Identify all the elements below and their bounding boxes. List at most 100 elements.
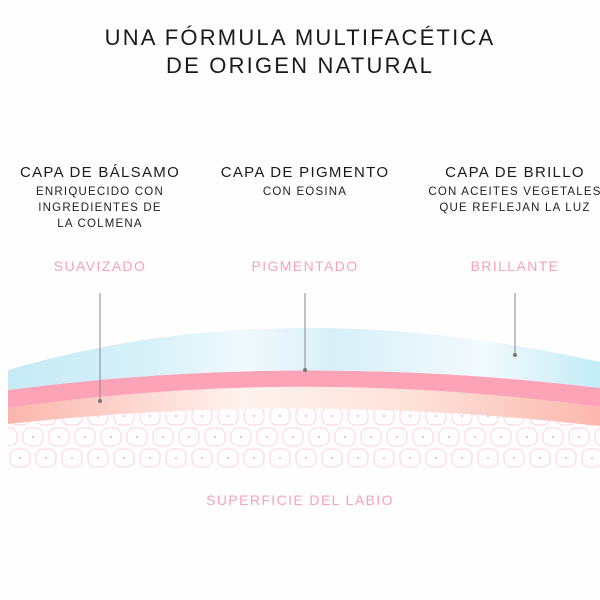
lip-cell — [178, 427, 200, 447]
lip-cell — [399, 448, 421, 468]
lip-cell-nucleus — [19, 457, 21, 459]
lip-cell-nucleus — [149, 415, 151, 417]
lip-cell-nucleus — [292, 436, 294, 438]
lip-cell — [48, 427, 70, 447]
lip-cell — [139, 448, 161, 468]
lip-cell — [126, 427, 148, 447]
lip-cell-nucleus — [6, 436, 8, 438]
lip-cell-nucleus — [305, 457, 307, 459]
pigment-layer — [8, 370, 600, 408]
lip-cell — [74, 427, 96, 447]
lip-cell-nucleus — [331, 415, 333, 417]
lip-cell — [477, 448, 499, 468]
lip-cell — [0, 407, 4, 425]
lip-cell-nucleus — [344, 436, 346, 438]
lip-cell-nucleus — [539, 457, 541, 459]
balm-callout-dot — [98, 399, 102, 403]
page-title: UNA FÓRMULA MULTIFACÉTICA DE ORIGEN NATU… — [0, 24, 600, 80]
lip-cell — [204, 427, 226, 447]
lip-cell-nucleus — [357, 415, 359, 417]
lip-cell-nucleus — [461, 457, 463, 459]
lip-cell-nucleus — [136, 436, 138, 438]
lip-cell — [373, 448, 395, 468]
lip-cell-nucleus — [279, 457, 281, 459]
lip-cell-nucleus — [201, 415, 203, 417]
lip-cell-nucleus — [188, 436, 190, 438]
lip-cell-nucleus — [84, 436, 86, 438]
pigment-layer-name: CAPA DE PIGMENTO — [220, 164, 390, 181]
lip-surface-label: SUPERFICIE DEL LABIO — [206, 492, 394, 508]
callout-lines — [99, 293, 516, 400]
gloss-callout-dot — [513, 353, 517, 357]
balm-layer-label: CAPA DE BÁLSAMO ENRIQUECIDO CON INGREDIE… — [0, 164, 200, 232]
lip-cell-nucleus — [266, 436, 268, 438]
lip-cell — [542, 427, 564, 447]
lip-cell — [165, 448, 187, 468]
lip-cell-nucleus — [162, 436, 164, 438]
lip-cells — [0, 406, 600, 468]
lip-cell-nucleus — [240, 436, 242, 438]
lip-cell — [0, 449, 4, 467]
lip-cell-nucleus — [175, 415, 177, 417]
lip-cell-nucleus — [357, 457, 359, 459]
effect-shiny: BRILLANTE — [470, 258, 560, 274]
lip-cell — [191, 448, 213, 468]
lip-cell-nucleus — [201, 457, 203, 459]
lip-cell — [113, 448, 135, 468]
lip-cell-nucleus — [227, 415, 229, 417]
lip-cell — [321, 448, 343, 468]
lip-cell-nucleus — [435, 457, 437, 459]
lip-cell — [295, 448, 317, 468]
balm-layer-description: ENRIQUECIDO CON INGREDIENTES DE LA COLME… — [36, 186, 164, 230]
pigment-callout-dot — [303, 368, 307, 372]
gloss-layer-label: CAPA DE BRILLO CON ACEITES VEGETALES QUE… — [415, 164, 600, 216]
lip-cell-nucleus — [500, 436, 502, 438]
lip-cell-nucleus — [45, 457, 47, 459]
lip-cell-nucleus — [331, 457, 333, 459]
lip-cell-nucleus — [110, 436, 112, 438]
gloss-layer-description: CON ACEITES VEGETALES QUE REFLEJAN LA LU… — [428, 186, 600, 214]
lip-cell — [386, 427, 408, 447]
pigment-layer-description: CON EOSINA — [262, 186, 348, 198]
lip-cell — [594, 427, 600, 447]
lip-cell-nucleus — [253, 415, 255, 417]
lip-cell — [8, 427, 18, 447]
lip-cell — [308, 427, 330, 447]
lip-cell-nucleus — [318, 436, 320, 438]
lip-cell-nucleus — [513, 457, 515, 459]
lip-cell — [438, 427, 460, 447]
lip-cell — [412, 427, 434, 447]
lip-cell-nucleus — [461, 415, 463, 417]
lip-cell — [360, 427, 382, 447]
lip-cell — [35, 448, 57, 468]
lip-cell-nucleus — [71, 457, 73, 459]
lip-cell-nucleus — [175, 457, 177, 459]
lip-cell — [425, 448, 447, 468]
lip-cell — [568, 427, 590, 447]
lip-cell — [87, 448, 109, 468]
lip-cell-nucleus — [409, 415, 411, 417]
lip-cell-nucleus — [565, 457, 567, 459]
lip-cell — [490, 427, 512, 447]
gloss-layer — [8, 327, 600, 390]
lip-cell-nucleus — [214, 436, 216, 438]
lip-cell-nucleus — [578, 436, 580, 438]
lip-cell — [347, 448, 369, 468]
lip-cell-nucleus — [591, 457, 593, 459]
effect-smoothing: SUAVIZADO — [53, 258, 147, 274]
effect-pigmented: PIGMENTADO — [251, 258, 359, 274]
lip-cell — [529, 448, 551, 468]
pigment-layer-label: CAPA DE PIGMENTO CON EOSINA — [205, 164, 405, 200]
lip-cell-nucleus — [474, 436, 476, 438]
lip-cell-nucleus — [149, 457, 151, 459]
lip-cell — [503, 448, 525, 468]
lip-cell — [100, 427, 122, 447]
lip-cell — [230, 427, 252, 447]
lip-cell-nucleus — [227, 457, 229, 459]
lip-cell-nucleus — [396, 436, 398, 438]
lip-cell — [464, 427, 486, 447]
lip-cell — [581, 448, 600, 468]
lip-cell-nucleus — [123, 457, 125, 459]
lip-cell-nucleus — [487, 457, 489, 459]
